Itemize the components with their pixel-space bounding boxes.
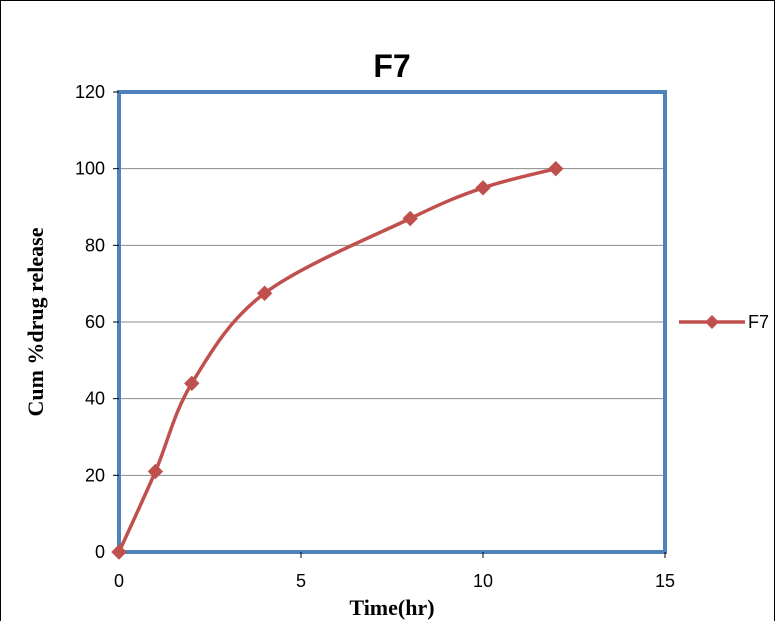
- legend-label: F7: [748, 312, 769, 332]
- y-tick-label: 60: [85, 312, 105, 332]
- y-tick-label: 40: [85, 389, 105, 409]
- y-tick-label: 120: [75, 82, 105, 102]
- x-axis-title: Time(hr): [349, 595, 434, 620]
- data-point-marker: [402, 210, 418, 227]
- x-tick-label: 0: [114, 571, 124, 591]
- data-point-marker: [184, 375, 200, 392]
- y-tick-label: 80: [85, 235, 105, 255]
- x-tick-label: 10: [473, 571, 493, 591]
- series-line: [117, 166, 558, 554]
- data-point-marker: [475, 180, 491, 196]
- chart-title: F7: [373, 48, 410, 84]
- series-layer: [111, 160, 564, 560]
- legend-diamond-marker: [705, 315, 719, 329]
- y-tick-label: 20: [85, 465, 105, 485]
- data-point-marker: [147, 463, 164, 480]
- y-tick-label: 0: [95, 542, 105, 562]
- y-tick-label: 100: [75, 159, 105, 179]
- x-tick-label: 5: [296, 571, 306, 591]
- x-tick-label: 15: [655, 571, 675, 591]
- gridlines: [119, 168, 665, 476]
- data-point-marker: [548, 160, 564, 177]
- data-point-marker: [256, 285, 273, 301]
- y-axis-title: Cum %drug release: [23, 227, 48, 416]
- data-point-marker: [111, 544, 127, 560]
- axis-ticks: 0 20 40 60 80 100 120 0 5 10 15: [75, 82, 675, 591]
- legend: F7: [679, 312, 769, 332]
